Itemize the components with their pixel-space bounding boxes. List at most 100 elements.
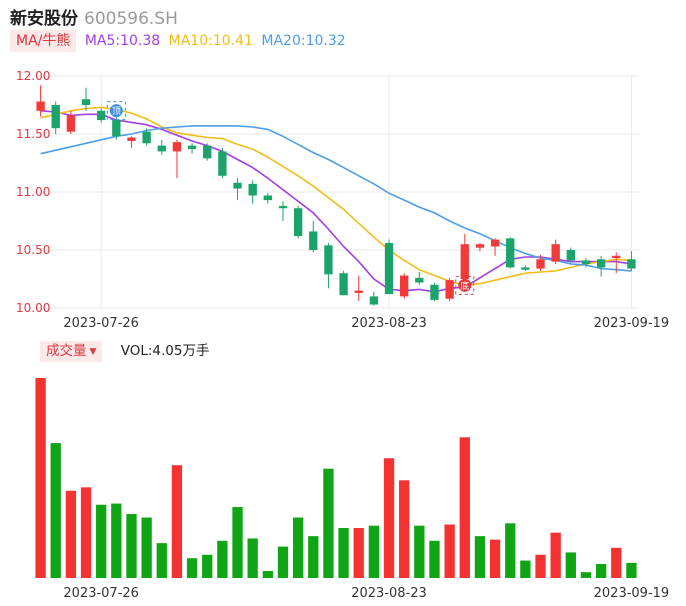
candle[interactable] [551,239,560,264]
volume-bar[interactable] [217,540,228,578]
volume-bar[interactable] [520,560,531,578]
marker-frame [106,101,126,121]
candle[interactable] [430,282,439,302]
candle[interactable] [400,273,409,299]
candle[interactable] [263,193,272,204]
candle[interactable] [324,243,333,289]
candle[interactable] [369,291,379,306]
candle[interactable] [36,85,45,117]
candle[interactable] [293,205,303,239]
candle[interactable] [97,108,106,123]
candle[interactable] [475,243,485,252]
candle[interactable] [81,87,91,111]
volume-bar[interactable] [565,552,576,578]
candle[interactable] [536,254,545,271]
volume-bar[interactable] [399,480,410,578]
stock-header: 新安股份 600596.SH [10,4,178,29]
volume-bar[interactable] [80,487,92,578]
candle[interactable] [66,110,76,134]
candle-body [536,259,545,269]
candle-body [612,255,621,259]
candle[interactable] [187,143,197,154]
candle[interactable] [490,238,500,256]
volume-bar[interactable] [111,503,122,578]
candle[interactable] [627,251,636,271]
ma-indicator-tab[interactable]: MA/牛熊 [10,30,77,52]
volume-bar[interactable] [247,538,258,578]
x-tick-label: 2023-08-23 [351,316,427,331]
y-tick-label: 12.00 [16,69,50,83]
volume-bar[interactable] [308,536,319,578]
candle-body [142,131,151,144]
candle-body [263,195,272,201]
volume-bar[interactable] [611,547,622,578]
candle[interactable] [612,252,621,274]
volume-bar[interactable] [202,554,213,578]
volume-bar[interactable] [338,528,349,578]
volume-bar[interactable] [292,517,304,578]
candle[interactable] [233,178,242,201]
volume-bar[interactable] [595,564,607,578]
volume-bar[interactable] [383,458,395,578]
candle[interactable] [172,139,182,179]
volume-bar[interactable] [232,507,243,578]
candle[interactable] [203,143,212,161]
signal-marker[interactable]: 顶 [106,101,126,121]
candle[interactable] [354,275,363,302]
signal-marker[interactable]: 底 [455,275,475,295]
candle[interactable] [566,247,575,263]
candle[interactable] [339,270,348,296]
volume-bar[interactable] [368,525,380,578]
candle[interactable] [445,277,454,302]
candle[interactable] [506,237,515,269]
volume-bar[interactable] [186,558,198,578]
candle[interactable] [127,136,136,148]
volume-bar[interactable] [626,562,637,578]
volume-bar[interactable] [50,443,61,578]
candle[interactable] [112,116,121,140]
candle[interactable] [51,101,60,134]
volume-bar[interactable] [353,528,364,578]
volume-bar[interactable] [489,539,501,578]
candle[interactable] [415,272,424,285]
candle[interactable] [521,265,530,271]
y-tick-label: 11.00 [16,185,50,199]
volume-bar[interactable] [262,571,273,578]
volume-bar[interactable] [277,546,289,578]
volume-bar[interactable] [505,523,516,578]
candle[interactable] [596,255,606,277]
ma20-line [40,125,632,272]
volume-bar[interactable] [126,514,137,578]
candle[interactable] [309,221,318,253]
volume-bar[interactable] [156,543,167,578]
volume-bar[interactable] [171,465,183,578]
volume-bar[interactable] [96,504,107,578]
x-tick-label: 2023-07-26 [63,586,139,601]
volume-bar[interactable] [429,540,440,578]
candle[interactable] [218,147,227,179]
marker-badge [109,104,123,118]
volume-bar[interactable] [535,554,546,578]
volume-bar[interactable] [323,468,334,578]
volume-bar[interactable] [474,536,486,578]
volume-bar[interactable] [550,532,561,578]
volume-bar[interactable] [444,524,455,578]
candle[interactable] [142,128,151,146]
volume-bar[interactable] [459,437,470,578]
volume-bar[interactable] [414,525,425,578]
volume-bar[interactable] [35,378,46,578]
candle[interactable] [157,139,166,155]
candle[interactable] [581,258,591,268]
candle[interactable] [460,233,469,282]
volume-bar[interactable] [141,517,152,578]
candle[interactable] [248,180,257,204]
ma-legend: MA/牛熊 MA5:10.38 MA10:10.41 MA20:10.32 [10,30,346,54]
marker-badge [458,278,472,292]
volume-indicator-tab[interactable]: 成交量 ▼ [40,341,103,362]
candle[interactable] [384,239,394,295]
volume-bar[interactable] [65,490,77,578]
candle[interactable] [278,201,288,221]
candle-body [475,244,485,248]
volume-bar[interactable] [580,572,592,578]
